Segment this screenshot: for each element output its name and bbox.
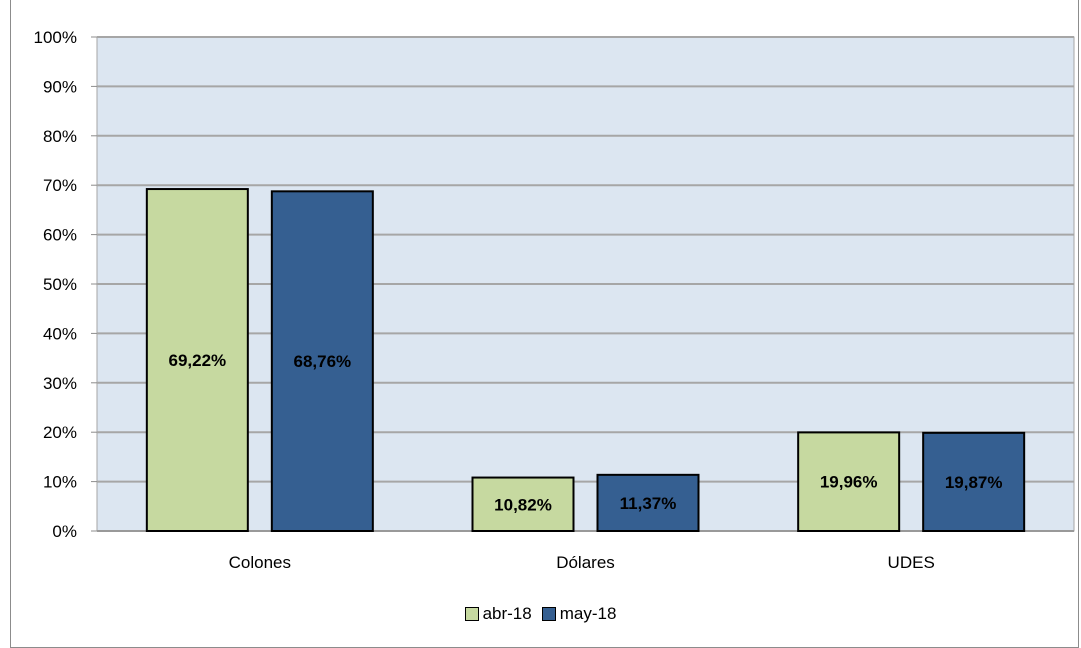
legend-label-abr-18: abr-18 [482, 604, 532, 623]
y-tick-label: 30% [43, 374, 77, 393]
legend-swatch-may-18 [541, 607, 556, 621]
bar [145, 188, 249, 533]
bar [270, 190, 374, 533]
x-tick-label: UDES [888, 553, 935, 572]
y-tick-label: 40% [43, 324, 77, 343]
bar [922, 431, 1026, 532]
x-tick-label: Colones [229, 553, 291, 572]
y-tick-label: 90% [43, 77, 77, 96]
bar [797, 431, 901, 533]
data-label: 19,96% [820, 473, 878, 492]
data-label: 68,76% [293, 352, 351, 371]
bar [596, 473, 700, 533]
legend-swatch-abr-18 [464, 607, 479, 621]
y-tick-label: 0% [52, 522, 77, 541]
legend-item-may-18: may-18 [541, 604, 617, 624]
y-tick-label: 70% [43, 176, 77, 195]
legend: abr-18 may-18 [0, 604, 1081, 624]
y-tick-label: 80% [43, 127, 77, 146]
data-label: 19,87% [945, 473, 1003, 492]
y-tick-label: 20% [43, 423, 77, 442]
data-label: 69,22% [168, 351, 226, 370]
bar [471, 476, 575, 532]
y-tick-label: 100% [34, 28, 77, 47]
y-tick-label: 10% [43, 473, 77, 492]
y-tick-label: 50% [43, 275, 77, 294]
y-tick-label: 60% [43, 226, 77, 245]
data-label: 11,37% [620, 494, 677, 513]
legend-item-abr-18: abr-18 [464, 604, 532, 624]
legend-label-may-18: may-18 [559, 604, 617, 623]
data-label: 10,82% [494, 495, 552, 514]
x-tick-label: Dólares [556, 553, 615, 572]
